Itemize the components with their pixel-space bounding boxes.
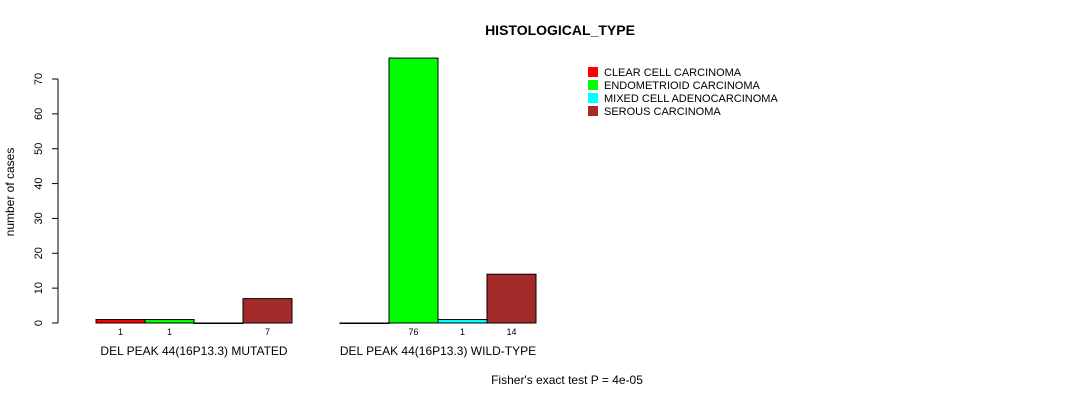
y-tick-label: 20 <box>33 247 45 259</box>
bar-value-label: 76 <box>408 327 418 337</box>
bar <box>95 319 146 324</box>
bar-value-label: 1 <box>167 327 172 337</box>
legend-label: CLEAR CELL CARCINOMA <box>604 67 742 79</box>
legend-swatch <box>588 106 598 116</box>
y-tick-label: 40 <box>33 177 45 189</box>
bar <box>437 319 488 324</box>
bar-value-label: 7 <box>265 327 270 337</box>
legend-swatch <box>588 67 598 77</box>
value-labels: 1 1 7 76 1 14 <box>118 327 517 337</box>
bar-value-label: 1 <box>460 327 465 337</box>
legend-swatch <box>588 93 598 103</box>
bar-value-label: 14 <box>506 327 516 337</box>
bar-value-label: 1 <box>118 327 123 337</box>
category-label: DEL PEAK 44(16P13.3) WILD-TYPE <box>340 344 536 358</box>
y-tick-label: 70 <box>33 73 45 85</box>
y-tick-label: 0 <box>33 320 45 326</box>
category-labels: DEL PEAK 44(16P13.3) MUTATED DEL PEAK 44(… <box>100 344 536 358</box>
bar <box>144 319 195 324</box>
bar <box>242 298 293 324</box>
bars <box>95 57 537 324</box>
legend-label: SEROUS CARCINOMA <box>604 106 721 118</box>
y-tick-label: 50 <box>33 143 45 155</box>
y-tick-label: 60 <box>33 108 45 120</box>
legend-label: ENDOMETRIOID CARCINOMA <box>604 80 761 92</box>
fisher-test-footnote: Fisher's exact test P = 4e-05 <box>491 373 643 387</box>
chart-title: HISTOLOGICAL_TYPE <box>485 22 635 38</box>
legend-label: MIXED CELL ADENOCARCINOMA <box>604 93 778 105</box>
y-tick-label: 30 <box>33 212 45 224</box>
bar <box>339 322 390 324</box>
category-label: DEL PEAK 44(16P13.3) MUTATED <box>100 344 288 358</box>
bar <box>388 57 439 324</box>
bar <box>486 273 537 324</box>
bar <box>193 322 244 324</box>
y-axis-label: number of cases <box>3 148 17 237</box>
y-axis: 0 10 20 30 40 50 60 70 <box>33 73 59 326</box>
legend-swatch <box>588 80 598 90</box>
y-tick-label: 10 <box>33 282 45 294</box>
